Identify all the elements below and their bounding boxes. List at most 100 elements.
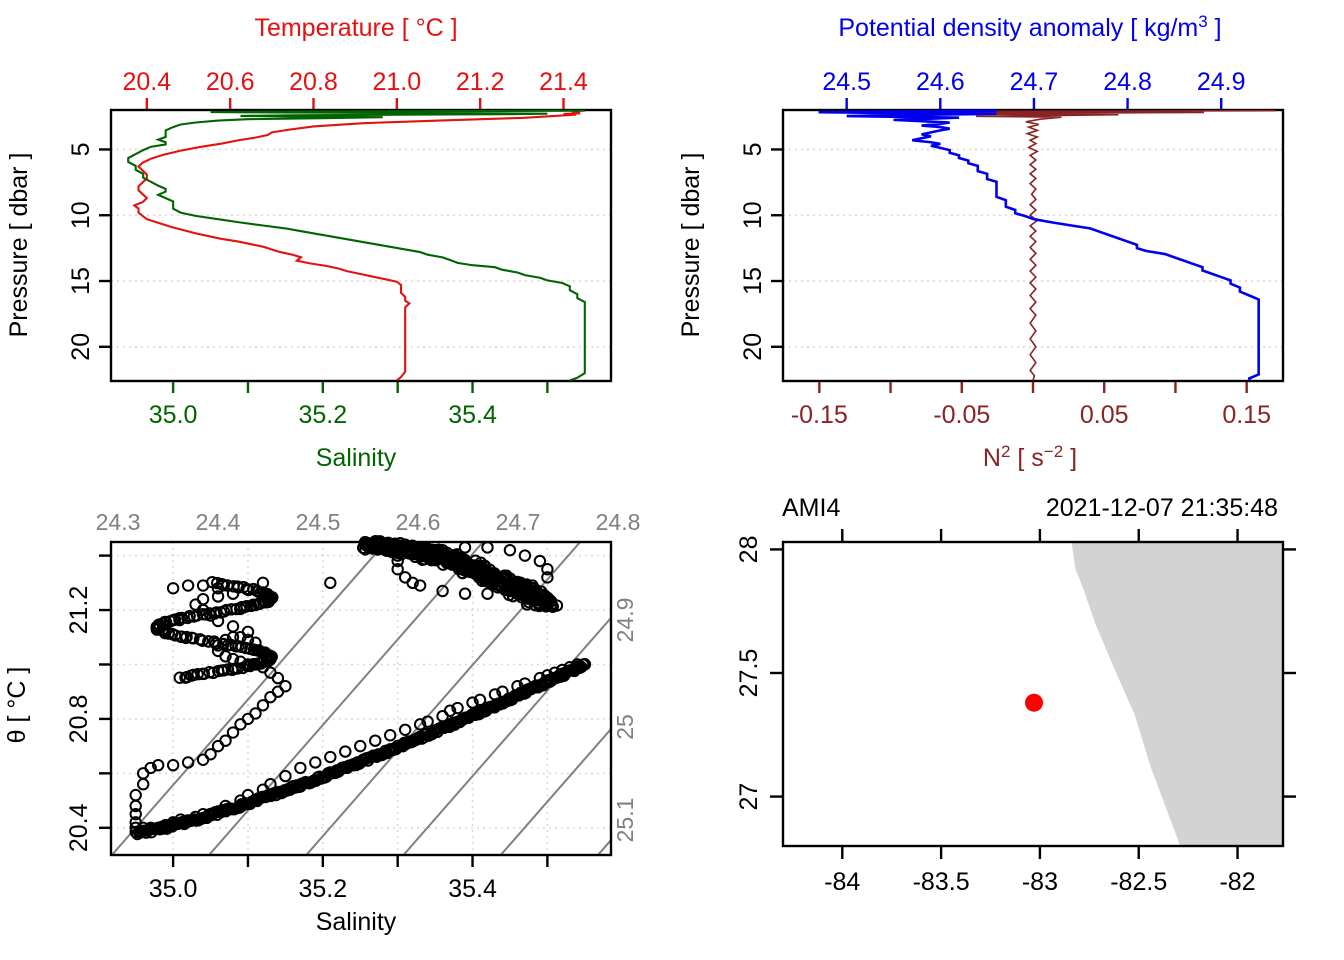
salinity-axis-title: Salinity	[316, 908, 397, 936]
longitude-tick-label: -83.5	[913, 868, 970, 896]
data-point	[482, 542, 492, 552]
pressure-tick-group: 5 10 15 20	[67, 143, 111, 361]
isopycnal-line	[648, 488, 672, 910]
gridlines	[783, 149, 1283, 346]
datetime-label: 2021-12-07 21:35:48	[1046, 494, 1278, 522]
salinity-axis-title: Salinity	[316, 444, 397, 472]
longitude-tick-label: -82.5	[1110, 868, 1167, 896]
salinity-tick-label: 35.0	[149, 401, 198, 429]
density-tick-label: 24.5	[822, 68, 871, 96]
n2-tick-label: 0.05	[1080, 401, 1129, 429]
data-point	[198, 594, 208, 604]
data-point	[370, 735, 380, 745]
data-point	[325, 752, 335, 762]
pressure-axis-title: Pressure [ dbar ]	[677, 153, 705, 338]
n2-axis-title: N2 [ s−2 ]	[983, 442, 1077, 472]
station-label: AMI4	[782, 494, 840, 522]
salinity-curve	[128, 111, 585, 381]
data-point	[295, 763, 305, 773]
isopycnal-right-label: 24.9	[612, 598, 638, 643]
temperature-tick-label: 20.6	[206, 68, 255, 96]
salinity-tick-label: 35.2	[298, 875, 347, 903]
gridlines	[111, 149, 611, 346]
data-point	[385, 730, 395, 740]
isopycnal-right-label: 25.1	[612, 798, 638, 843]
pressure-axis-title: Pressure [ dbar ]	[5, 153, 33, 338]
panel-theta-salinity-diagram: 24.3 24.4 24.5 24.6 24.7 24.8 24.9 25 25.1 35.0…	[0, 480, 672, 960]
latitude-tick-label: 27	[735, 783, 763, 811]
theta-tick-group: 20.4 20.8 21.2	[65, 556, 111, 853]
data-point	[520, 550, 530, 560]
temperature-curve	[134, 111, 580, 381]
pressure-tick-label: 15	[67, 267, 95, 295]
data-point	[183, 580, 193, 590]
isopycnal-top-label: 24.5	[296, 509, 341, 535]
density-axis-title-superscript: 3	[1198, 12, 1207, 31]
temperature-tick-label: 21.0	[372, 68, 421, 96]
density-axis-title: Potential density anomaly [ kg/m3 ]	[838, 12, 1221, 42]
data-point	[340, 746, 350, 756]
data-point	[505, 545, 515, 555]
n2-curve	[848, 111, 1275, 381]
pressure-tick-label: 15	[739, 267, 767, 295]
data-point	[280, 771, 290, 781]
data-point	[355, 741, 365, 751]
density-axis-title-tail: ]	[1208, 14, 1222, 42]
salinity-tick-label: 35.2	[298, 401, 347, 429]
n2-tick-group: -0.15 -0.05 0.05 0.15	[791, 381, 1271, 429]
density-axis-title-main: Potential density anomaly [ kg/m	[838, 14, 1198, 42]
theta-axis-title: θ [ °C ]	[3, 667, 31, 744]
n2-axis-title-tail: [ s	[1010, 444, 1043, 472]
isopycnal-top-label: 24.3	[96, 509, 141, 535]
salinity-tick-group: 35.0 35.2 35.4	[149, 381, 548, 429]
station-marker[interactable]	[1025, 694, 1043, 712]
salinity-tick-label: 35.4	[448, 401, 497, 429]
isopycnal-right-label: 25	[612, 714, 638, 740]
panel-density-n2-profile: Potential density anomaly [ kg/m3 ] 24.5…	[672, 0, 1344, 480]
isopycnal-top-label: 24.8	[596, 509, 641, 535]
density-curve	[819, 111, 1259, 381]
isopycnal-right-label-group: 24.9 25 25.1	[612, 598, 638, 843]
theta-tick-label: 20.8	[65, 695, 93, 744]
longitude-tick-label: -82	[1219, 868, 1255, 896]
n2-axis-title-main: N	[983, 444, 1001, 472]
theta-tick-label: 20.4	[65, 803, 93, 852]
n2-tick-label: -0.15	[791, 401, 848, 429]
temperature-tick-group: 20.4 20.6 20.8 21.0 21.2 21.4	[122, 68, 587, 110]
n2-tick-label: -0.05	[933, 401, 990, 429]
isopycnal-top-label: 24.6	[396, 509, 441, 535]
pressure-tick-group: 5 10 15 20	[739, 143, 783, 361]
isopycnal-top-label: 24.4	[196, 509, 241, 535]
temperature-tick-label: 21.4	[539, 68, 588, 96]
data-point	[310, 757, 320, 767]
pressure-tick-label: 20	[67, 333, 95, 361]
isopycnal-top-label: 24.7	[496, 509, 541, 535]
pressure-tick-label: 20	[739, 333, 767, 361]
salinity-tick-group: 35.0 35.2 35.4	[149, 855, 548, 903]
pressure-tick-label: 5	[739, 143, 767, 157]
density-tick-label: 24.6	[916, 68, 965, 96]
temperature-tick-label: 21.2	[456, 68, 505, 96]
longitude-tick-label: -84	[824, 868, 860, 896]
land-polygon	[1072, 542, 1284, 846]
data-point	[325, 578, 335, 588]
pressure-tick-label: 10	[739, 201, 767, 229]
isopycnal-top-label-group: 24.3 24.4 24.5 24.6 24.7 24.8	[96, 509, 641, 535]
data-point	[400, 725, 410, 735]
latitude-tick-label: 27.5	[735, 649, 763, 698]
temperature-tick-label: 20.8	[289, 68, 338, 96]
longitude-tick-label: -83	[1022, 868, 1058, 896]
data-point	[437, 711, 447, 721]
density-tick-label: 24.8	[1103, 68, 1152, 96]
n2-tick-label: 0.15	[1222, 401, 1271, 429]
data-point	[228, 621, 238, 631]
n2-axis-title-superscript: 2	[1001, 442, 1010, 461]
pressure-tick-label: 5	[67, 143, 95, 157]
pressure-tick-label: 10	[67, 201, 95, 229]
data-point	[131, 790, 141, 800]
panel-temperature-salinity-profile: Temperature [ °C ] 20.4 20.6 20.8 21.0 21.2 2…	[0, 0, 672, 480]
latitude-tick-label: 28	[735, 536, 763, 564]
salinity-tick-label: 35.0	[149, 875, 198, 903]
theta-tick-label: 21.2	[65, 586, 93, 635]
density-tick-label: 24.7	[1010, 68, 1059, 96]
